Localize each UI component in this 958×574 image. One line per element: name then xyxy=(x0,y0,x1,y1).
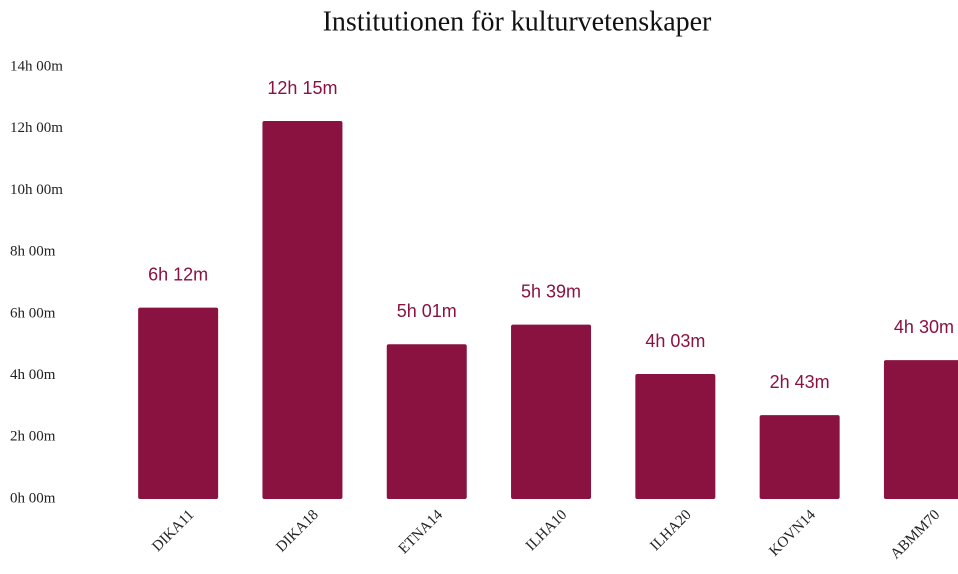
value-label: 12h 15m xyxy=(267,78,337,98)
y-tick-label: 14h 00m xyxy=(10,58,63,74)
x-tick-label: DIKA18 xyxy=(273,507,321,555)
bar xyxy=(138,307,219,499)
y-tick-label: 6h 00m xyxy=(10,305,56,321)
bar xyxy=(386,344,467,499)
chart-title: Institutionen för kulturvetenskaper xyxy=(323,6,712,37)
bar xyxy=(511,324,592,499)
x-tick-label: ILHA20 xyxy=(647,507,694,554)
y-tick-label: 10h 00m xyxy=(10,182,63,198)
bar xyxy=(635,374,716,499)
x-tick-label: ILHA10 xyxy=(523,507,570,554)
value-label: 6h 12m xyxy=(148,264,208,284)
value-label: 5h 01m xyxy=(397,301,457,321)
x-tick-label: KOVN14 xyxy=(766,507,819,560)
bar xyxy=(759,415,840,499)
x-tick-label: DIKA11 xyxy=(149,507,197,555)
y-tick-label: 12h 00m xyxy=(10,120,63,136)
value-label: 2h 43m xyxy=(770,372,830,392)
x-tick-label: ETNA14 xyxy=(396,507,447,558)
value-label: 4h 30m xyxy=(894,317,954,337)
x-tick-label: ABMM70 xyxy=(888,507,944,563)
value-label: 4h 03m xyxy=(645,331,705,351)
bar xyxy=(262,121,343,499)
y-tick-label: 0h 00m xyxy=(10,490,56,506)
value-label: 5h 39m xyxy=(521,281,581,301)
y-tick-label: 4h 00m xyxy=(10,367,56,383)
y-tick-label: 2h 00m xyxy=(10,429,56,445)
y-tick-label: 8h 00m xyxy=(10,244,56,260)
bar xyxy=(883,360,958,499)
